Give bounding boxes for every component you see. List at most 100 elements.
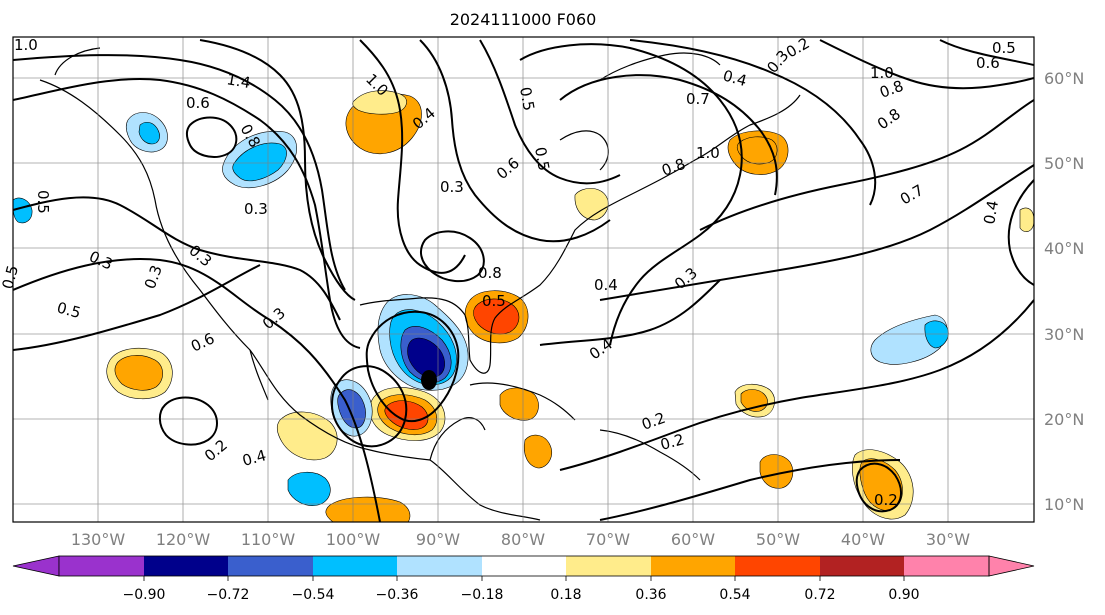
colorbar-tick-label: −0.18	[461, 587, 504, 603]
contour	[519, 43, 743, 346]
lon-label: 30°W	[926, 530, 970, 549]
colorbar-tick-label: −0.36	[376, 587, 419, 603]
colorbar-tick-label: 0.18	[550, 587, 581, 603]
map-grid	[13, 37, 1034, 522]
lat-label: 60°N	[1044, 69, 1084, 88]
colorbar-extend-high	[988, 555, 1035, 577]
contour-label: 0.5	[482, 292, 506, 310]
map-frame	[12, 36, 1035, 523]
anomaly-positive	[352, 90, 407, 115]
anomaly-positive	[523, 434, 552, 469]
lon-label: 70°W	[586, 530, 630, 549]
colorbar-tick-label: 0.72	[804, 587, 835, 603]
colorbar-tick-label: 0.54	[719, 587, 750, 603]
lon-label: 110°W	[241, 530, 296, 549]
colorbar-segment	[904, 556, 989, 576]
anomaly-positive	[325, 496, 411, 522]
anomaly-positive	[736, 136, 778, 165]
contour-label: 0.8	[478, 264, 502, 282]
contour	[939, 39, 1034, 66]
colorbar-segment	[313, 556, 397, 576]
contour	[13, 54, 346, 291]
contour-label: 0.4	[240, 446, 268, 470]
contour	[599, 164, 1034, 301]
contour	[13, 264, 261, 351]
contour-label: 0.5	[55, 298, 83, 322]
colorbar-extend-low	[12, 555, 60, 577]
contour-label: 0.4	[594, 276, 618, 294]
lon-label: 40°W	[841, 530, 885, 549]
anomaly-negative	[287, 471, 331, 506]
anomaly-positive	[276, 411, 338, 461]
anomaly-positive	[759, 454, 794, 489]
colorbar: −0.90 −0.72 −0.54 −0.36 −0.18 0.18 0.36 …	[12, 555, 1035, 603]
contour	[479, 39, 621, 185]
lon-label: 130°W	[71, 530, 126, 549]
contour-label: 0.6	[186, 94, 210, 112]
colorbar-segment	[397, 556, 482, 576]
contour-label: 1.4	[225, 70, 252, 92]
contour-label: 1.0	[696, 144, 720, 162]
contour	[330, 365, 408, 448]
anomaly-negative	[13, 197, 33, 224]
lon-label: 120°W	[156, 530, 211, 549]
storm-marker	[421, 370, 437, 390]
anomaly-positive	[1019, 207, 1034, 233]
latitude-labels: 60°N 50°N 40°N 30°N 20°N 10°N	[1044, 69, 1084, 514]
contour-label: 0.7	[686, 90, 710, 108]
anomaly-negative	[924, 320, 949, 349]
contour	[419, 230, 485, 283]
contour	[559, 299, 1034, 471]
anomaly-negative	[232, 142, 287, 182]
lon-label: 50°W	[756, 530, 800, 549]
contour	[365, 310, 460, 423]
contour	[186, 116, 238, 158]
contour	[855, 462, 902, 513]
map-title: 2024111000 F060	[449, 10, 597, 29]
contour-label: 0.5	[531, 146, 553, 173]
contour	[629, 39, 877, 206]
contour	[599, 459, 901, 521]
colorbar-tick-label: 0.36	[635, 587, 666, 603]
contour	[199, 39, 356, 301]
colorbar-segment	[228, 556, 313, 576]
colorbar-tick-label: −0.72	[207, 587, 250, 603]
contour-label: 1.0	[14, 36, 38, 54]
longitude-labels: 130°W 120°W 110°W 100°W 90°W 80°W 70°W 6…	[71, 530, 970, 549]
contour	[419, 39, 611, 243]
contour-label: 0.5	[516, 86, 538, 113]
colorbar-segment	[566, 556, 651, 576]
lat-label: 40°N	[1044, 239, 1084, 258]
contour-lines	[13, 39, 1034, 522]
colorbar-tick-label: −0.54	[292, 587, 335, 603]
coastlines	[39, 47, 801, 521]
lat-label: 20°N	[1044, 410, 1084, 429]
lat-label: 30°N	[1044, 325, 1084, 344]
map-area	[13, 37, 1034, 522]
colorbar-segment	[482, 556, 566, 576]
contour-label: 0.5	[992, 39, 1016, 57]
contour	[1007, 179, 1034, 286]
colorbar-segment	[59, 556, 144, 576]
colorbar-segment	[820, 556, 904, 576]
contour-label: 0.3	[440, 178, 464, 196]
contour-label: 0.4	[980, 199, 1002, 226]
contour-label: 0.4	[721, 66, 749, 90]
anomaly-positive	[114, 355, 163, 391]
contour-label: 1.0	[870, 64, 894, 82]
contour	[13, 78, 361, 349]
colorbar-segment	[144, 556, 228, 576]
contour-label: 0.3	[244, 200, 268, 218]
contour-label: 0.6	[976, 54, 1000, 72]
contour	[819, 39, 1034, 90]
lon-label: 100°W	[326, 530, 381, 549]
lon-label: 60°W	[671, 530, 715, 549]
colorbar-segment	[735, 556, 820, 576]
colorbar-tick-label: −0.90	[123, 587, 166, 603]
anomaly-negative	[138, 121, 160, 145]
anomaly-positive	[574, 188, 609, 221]
contour-label: 0.2	[658, 430, 686, 454]
colorbar-tick-label: 0.90	[888, 587, 919, 603]
contour	[539, 279, 721, 346]
